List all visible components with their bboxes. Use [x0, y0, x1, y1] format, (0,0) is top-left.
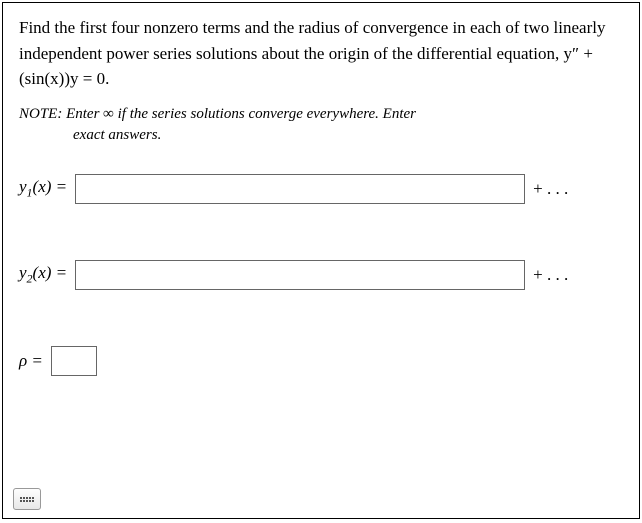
y1-label-post: (x) =: [33, 177, 68, 196]
y1-row: y1(x) = + . . .: [19, 174, 623, 204]
keyboard-icon[interactable]: [13, 488, 41, 510]
rho-input[interactable]: [51, 346, 97, 376]
y1-label-pre: y: [19, 177, 27, 196]
y2-label-pre: y: [19, 263, 27, 282]
y1-input[interactable]: [75, 174, 525, 204]
y2-input[interactable]: [75, 260, 525, 290]
y1-label: y1(x) =: [19, 177, 67, 200]
y1-trailing: + . . .: [533, 179, 568, 199]
rho-label: ρ =: [19, 351, 43, 371]
note: NOTE: Enter ∞ if the series solutions co…: [19, 104, 623, 146]
problem-container: Find the first four nonzero terms and th…: [2, 2, 640, 519]
note-line2: exact answers.: [19, 127, 161, 143]
y2-row: y2(x) = + . . .: [19, 260, 623, 290]
rho-row: ρ =: [19, 346, 623, 376]
y2-label: y2(x) =: [19, 263, 67, 286]
note-line1: NOTE: Enter ∞ if the series solutions co…: [19, 106, 416, 122]
keyboard-dots: [20, 497, 34, 502]
y2-trailing: + . . .: [533, 265, 568, 285]
y2-label-post: (x) =: [33, 263, 68, 282]
problem-statement: Find the first four nonzero terms and th…: [19, 15, 623, 92]
